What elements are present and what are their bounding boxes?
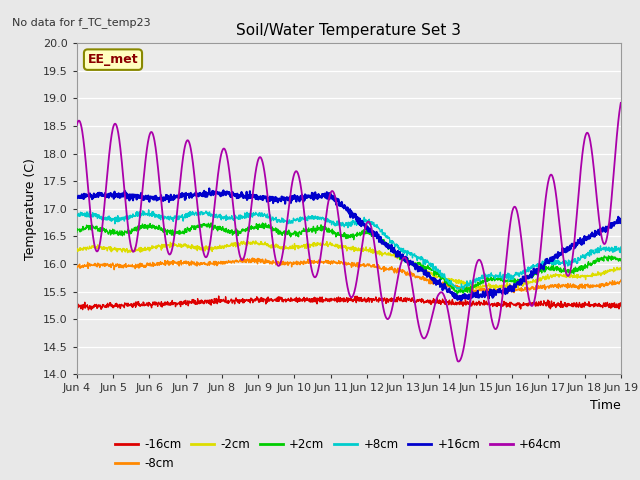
Y-axis label: Temperature (C): Temperature (C) xyxy=(24,158,38,260)
Legend: -16cm, -8cm, -2cm, +2cm, +8cm, +16cm, +64cm: -16cm, -8cm, -2cm, +2cm, +8cm, +16cm, +6… xyxy=(110,433,566,475)
X-axis label: Time: Time xyxy=(590,399,621,412)
Text: No data for f_TC_temp23: No data for f_TC_temp23 xyxy=(12,17,150,28)
Text: EE_met: EE_met xyxy=(88,53,138,66)
Title: Soil/Water Temperature Set 3: Soil/Water Temperature Set 3 xyxy=(236,23,461,38)
